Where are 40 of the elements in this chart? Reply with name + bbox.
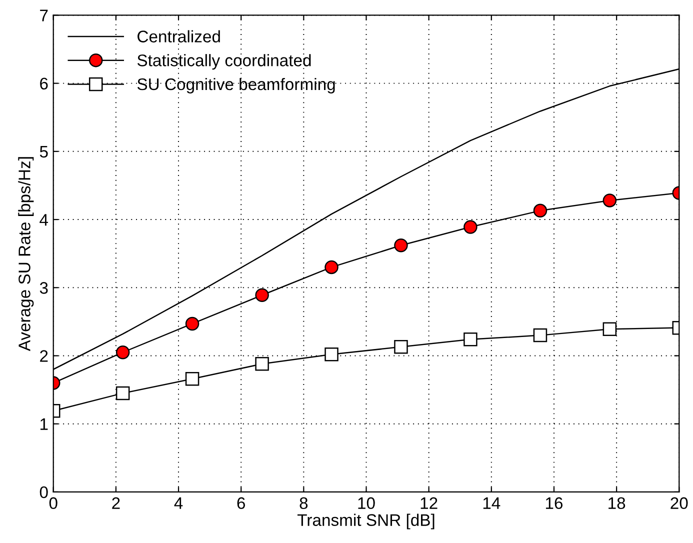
point xyxy=(255,288,269,302)
point xyxy=(185,316,200,331)
point xyxy=(116,345,130,360)
point xyxy=(116,386,130,400)
point xyxy=(464,220,478,234)
point xyxy=(324,260,338,274)
x-axis-title: Transmit SNR [dB] xyxy=(297,514,434,530)
x-tick-label: 12 xyxy=(420,497,438,509)
legend-label: Statistically coordinated xyxy=(137,54,311,70)
point xyxy=(255,357,269,371)
point xyxy=(602,322,617,336)
y-tick-label: 7 xyxy=(40,10,48,22)
x-tick-label: 20 xyxy=(670,497,688,510)
x-tick-label: 2 xyxy=(112,497,120,509)
y-tick-label: 1 xyxy=(40,418,48,430)
point xyxy=(533,328,548,342)
y-tick-label: 6 xyxy=(40,78,48,90)
legend-label: Centralized xyxy=(138,30,220,42)
point xyxy=(394,340,408,354)
point xyxy=(394,238,408,252)
x-tick-label: 14 xyxy=(483,497,500,509)
x-tick-label: 18 xyxy=(608,497,626,510)
x-tick-label: 6 xyxy=(237,497,245,510)
x-tick-label: 8 xyxy=(300,497,308,510)
legend-label: SU Cognitive beamforming xyxy=(137,78,335,94)
x-tick-label: 0 xyxy=(49,497,58,510)
y-tick-label: 5 xyxy=(40,146,48,158)
y-tick-label: 3 xyxy=(40,282,48,294)
y-tick-label: 4 xyxy=(40,214,48,226)
point xyxy=(324,348,338,362)
point xyxy=(464,332,478,346)
y-tick-label: 0 xyxy=(40,486,48,498)
point xyxy=(185,372,200,386)
x-tick-label: 10 xyxy=(358,497,375,510)
point xyxy=(533,204,548,218)
point xyxy=(602,194,617,208)
y-axis-title: Average SU Rate [bps/Hz] xyxy=(18,157,34,352)
y-tick-label: 2 xyxy=(40,350,48,362)
x-tick-label: 16 xyxy=(546,497,563,510)
x-tick-label: 4 xyxy=(174,497,183,509)
